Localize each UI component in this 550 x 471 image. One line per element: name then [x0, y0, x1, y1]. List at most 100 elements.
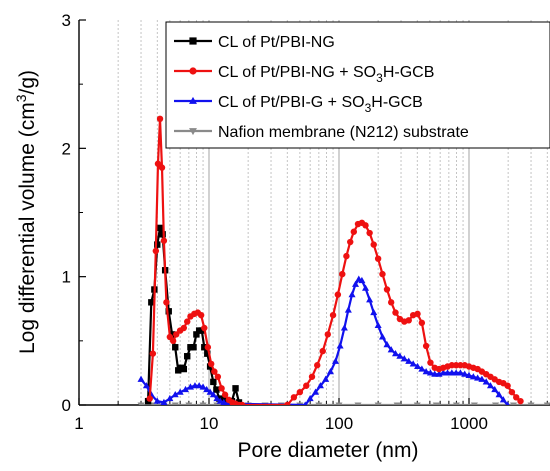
- legend-entry-3: CL of Pt/PBI-G + SO3H-GCB: [174, 94, 423, 115]
- data-point: [290, 394, 298, 401]
- data-point: [189, 67, 197, 75]
- y-tick-label: 1: [62, 268, 71, 287]
- y-axis-title-superscript: 3: [13, 94, 29, 102]
- data-point: [204, 350, 211, 357]
- data-point: [314, 362, 321, 369]
- data-point: [214, 373, 222, 380]
- data-point: [238, 401, 246, 405]
- data-point: [474, 374, 482, 381]
- data-point: [339, 270, 346, 278]
- data-point: [221, 391, 229, 398]
- y-tick-label: 0: [62, 396, 71, 415]
- data-point: [322, 375, 330, 382]
- data-point: [486, 382, 495, 389]
- data-point: [334, 291, 342, 298]
- data-point: [312, 388, 320, 395]
- legend-box: [165, 21, 550, 149]
- data-point: [366, 296, 374, 303]
- data-point: [392, 309, 399, 316]
- data-point: [315, 402, 323, 405]
- data-point: [370, 308, 378, 316]
- data-point: [180, 365, 188, 373]
- data-point: [374, 255, 382, 262]
- data-point: [182, 385, 190, 393]
- legend-entry-4: Nafion membrane (N212) substrate: [174, 124, 469, 141]
- legend-label-part: H-GCB: [371, 94, 423, 111]
- data-point: [366, 229, 373, 237]
- legend-label-part: CL of Pt/PBI-G + SO: [218, 94, 365, 111]
- x-tick-label: 10: [200, 414, 219, 433]
- data-point: [316, 382, 324, 389]
- data-point: [204, 344, 212, 351]
- data-point: [427, 359, 434, 366]
- data-point: [156, 115, 164, 123]
- data-point: [491, 385, 499, 393]
- data-point: [303, 401, 308, 405]
- data-point: [461, 370, 469, 377]
- data-point: [495, 391, 503, 398]
- data-point: [171, 402, 179, 405]
- data-point: [146, 395, 153, 402]
- data-point: [336, 342, 344, 349]
- legend-label: CL of Pt/PBI-G + SO3H-GCB: [218, 94, 423, 115]
- x-axis-title: Pore diameter (nm): [238, 439, 419, 462]
- data-point: [203, 385, 211, 393]
- data-point: [422, 367, 430, 375]
- data-point: [379, 270, 386, 278]
- data-point: [201, 324, 208, 332]
- data-point: [432, 402, 440, 405]
- data-point: [387, 346, 395, 353]
- data-point: [210, 378, 217, 386]
- data-point: [184, 318, 191, 325]
- data-point: [469, 373, 477, 380]
- legend-entry-1: CL of Pt/PBI-NG: [174, 34, 335, 51]
- data-point: [172, 344, 179, 351]
- series-2: [146, 115, 524, 405]
- data-point: [137, 375, 145, 382]
- data-point: [452, 402, 460, 405]
- y-axis-title-main: Log differential volume (cm: [16, 102, 39, 354]
- data-point: [189, 96, 197, 104]
- data-point: [209, 391, 217, 398]
- data-point: [154, 160, 162, 167]
- data-point: [176, 388, 184, 395]
- data-point: [352, 280, 360, 287]
- legend: CL of Pt/PBI-NG CL of Pt/PBI-NG + SO3H-GC…: [165, 21, 550, 149]
- data-point: [195, 382, 203, 389]
- data-point: [149, 350, 157, 357]
- data-point: [189, 128, 197, 136]
- data-point: [362, 222, 369, 229]
- data-point: [160, 398, 168, 405]
- data-point: [329, 311, 337, 319]
- data-point: [158, 164, 166, 171]
- data-point: [358, 276, 366, 284]
- data-point: [154, 241, 161, 248]
- data-point: [414, 310, 421, 318]
- data-point: [400, 355, 408, 362]
- data-point: [308, 373, 316, 380]
- data-point: [426, 369, 434, 376]
- data-point: [331, 357, 340, 364]
- x-tick-label: 100: [325, 414, 353, 433]
- x-tick-label: 1000: [450, 414, 488, 433]
- data-point: [216, 395, 223, 402]
- data-point: [383, 341, 391, 348]
- data-point: [148, 299, 155, 306]
- data-point: [156, 224, 164, 232]
- data-point: [405, 357, 413, 364]
- data-point: [220, 398, 228, 405]
- legend-label-subscript: 3: [376, 71, 383, 85]
- data-point: [169, 337, 177, 345]
- data-point: [232, 385, 239, 392]
- data-point: [478, 375, 486, 382]
- legend-entry-2: CL of Pt/PBI-NG + SO3H-GCB: [174, 64, 434, 85]
- data-point: [190, 344, 197, 351]
- legend-label: Nafion membrane (N212) substrate: [218, 124, 469, 141]
- data-point: [206, 388, 214, 395]
- data-point: [456, 369, 464, 376]
- data-point: [543, 402, 550, 405]
- data-point: [396, 352, 404, 359]
- data-point: [527, 402, 535, 405]
